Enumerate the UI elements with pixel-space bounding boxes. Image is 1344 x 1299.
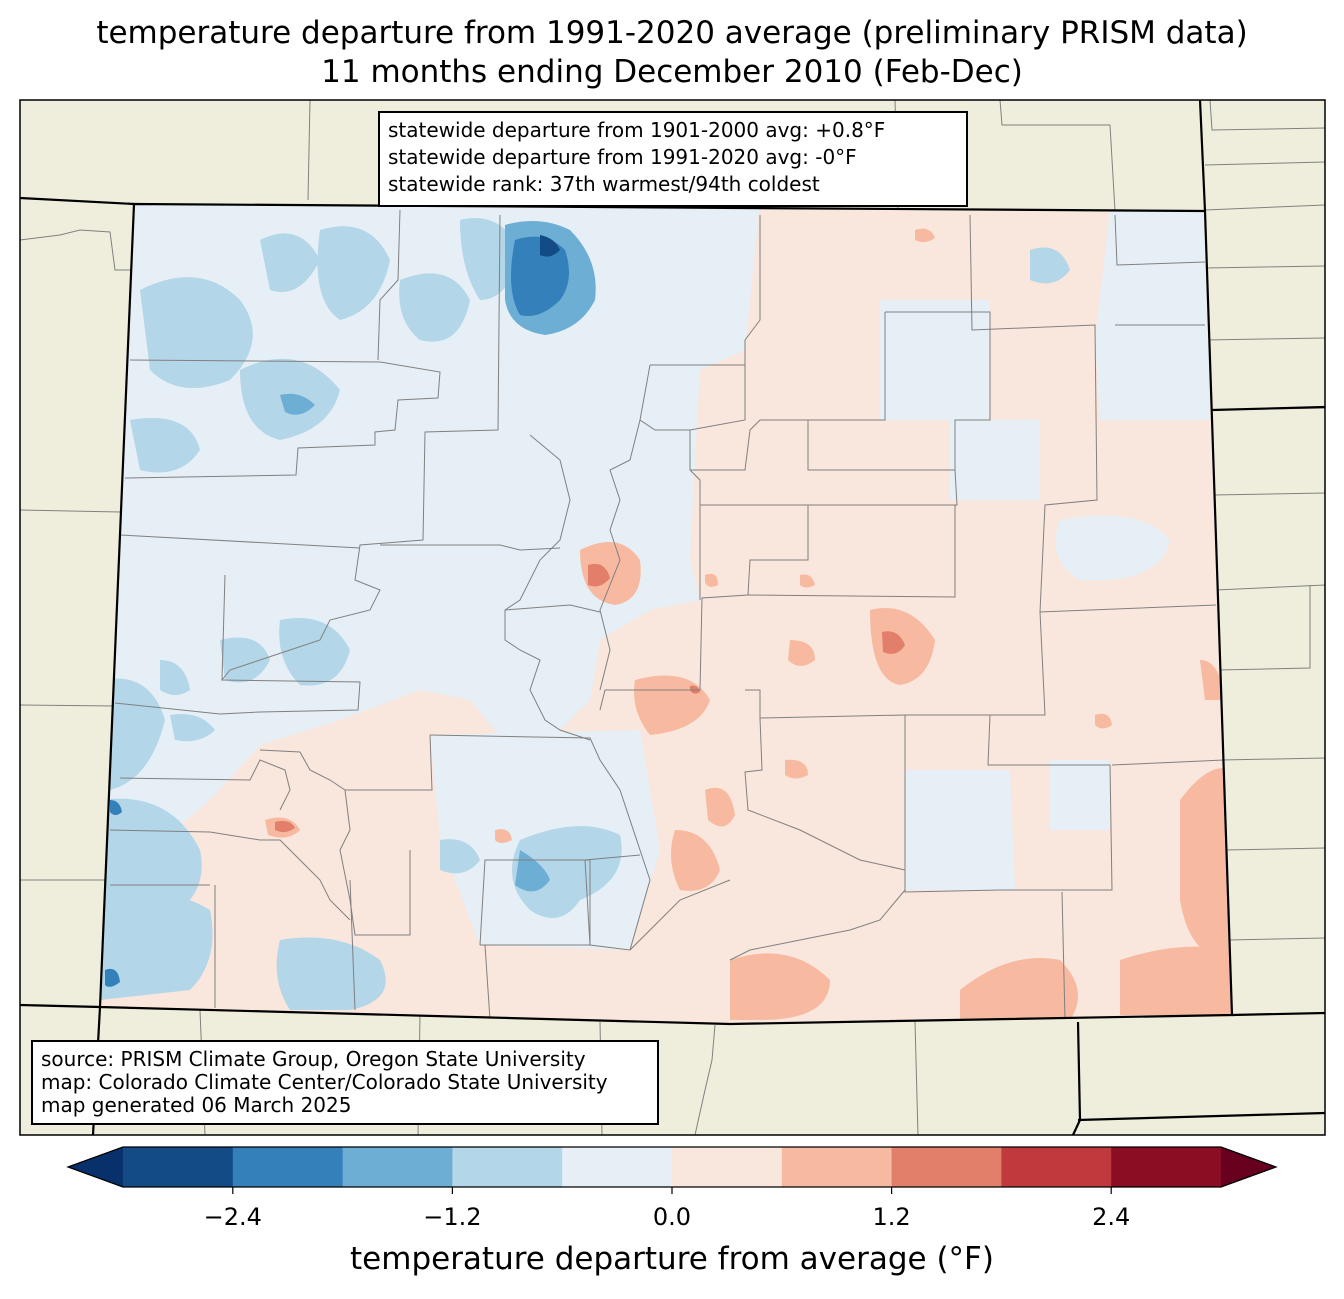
stats-line-1: statewide departure from 1901-2000 avg: …	[388, 118, 886, 142]
state-borders	[20, 100, 1325, 1135]
source-box: source: PRISM Climate Group, Oregon Stat…	[31, 1040, 659, 1125]
stats-line-3: statewide rank: 37th warmest/94th coldes…	[388, 172, 820, 196]
source-line-2: map: Colorado Climate Center/Colorado St…	[41, 1070, 608, 1094]
colorbar-segment	[562, 1147, 673, 1187]
colorbar-segment	[672, 1147, 783, 1187]
colorbar-tick-label: −1.2	[423, 1203, 482, 1231]
colorbar-segment	[1001, 1147, 1112, 1187]
county-lines	[109, 209, 1226, 1021]
map-title-line-1: temperature departure from 1991-2020 ave…	[96, 15, 1248, 51]
stats-line-2: statewide departure from 1991-2020 avg: …	[388, 145, 857, 169]
source-line-3: map generated 06 March 2025	[41, 1093, 352, 1117]
colorbar-segment	[891, 1147, 1002, 1187]
colorbar-segment	[781, 1147, 893, 1187]
colorbar-tick-label: 1.2	[872, 1203, 911, 1231]
colorbar-tick-label: 2.4	[1092, 1203, 1131, 1231]
source-line-1: source: PRISM Climate Group, Oregon Stat…	[41, 1047, 586, 1071]
colorbar-segment	[123, 1147, 234, 1187]
colorbar-segment	[342, 1147, 453, 1187]
colorbar	[66, 1146, 1278, 1194]
colorbar-label: temperature departure from average (°F)	[350, 1241, 994, 1277]
colorbar-extend-low	[68, 1147, 123, 1187]
colorbar-extend-high	[1221, 1147, 1276, 1187]
colorbar-segment	[1111, 1147, 1222, 1187]
map-title-line-2: 11 months ending December 2010 (Feb-Dec)	[321, 54, 1023, 90]
colorbar-segment	[232, 1147, 344, 1187]
statewide-stats-box: statewide departure from 1901-2000 avg: …	[378, 111, 968, 207]
anomaly-field	[100, 204, 1232, 1024]
colorbar-tick-label: −2.4	[203, 1203, 262, 1231]
colorbar-segment	[452, 1147, 563, 1187]
colorbar-tick-label: 0.0	[652, 1203, 692, 1231]
